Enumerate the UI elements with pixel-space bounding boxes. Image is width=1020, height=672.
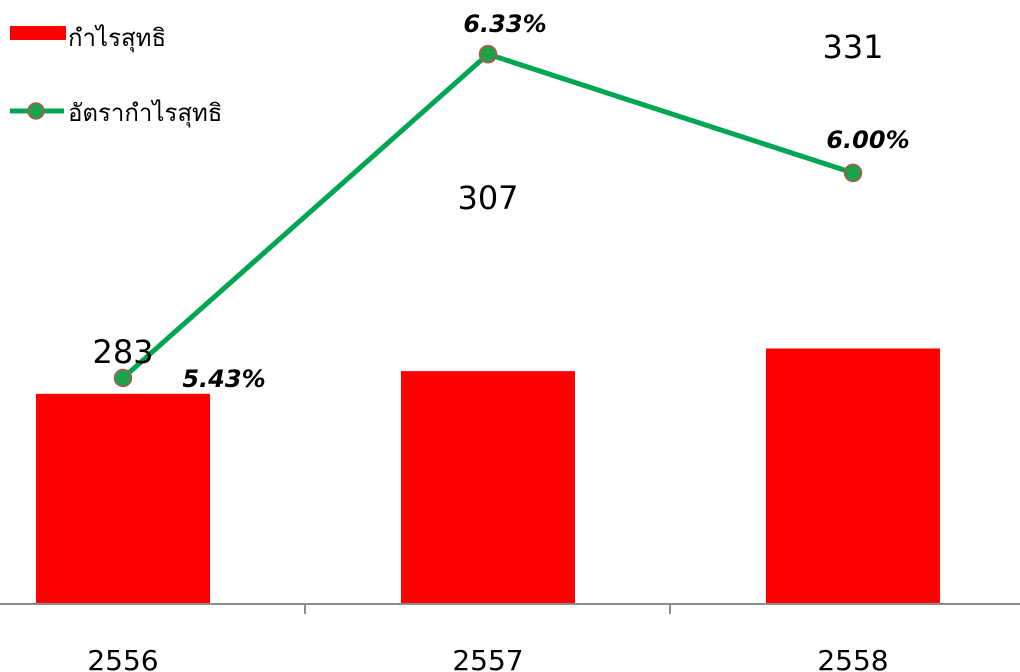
rate-point-2558 [843, 163, 863, 183]
bar-2558 [766, 348, 940, 604]
x-tick-label-2556: 2556 [87, 644, 158, 672]
legend-label-bar: กำไรสุทธิ [68, 24, 166, 53]
legend: กำไรสุทธิ อัตรากำไรสุทธิ [10, 24, 222, 128]
legend-swatch-marker [27, 102, 45, 120]
legend-swatch-bar [10, 26, 66, 40]
rate-value-label-2557: 6.33% [463, 10, 546, 38]
rate-point-2556 [113, 368, 133, 388]
rate-value-label-2558: 6.00% [826, 126, 909, 154]
legend-label-line: อัตรากำไรสุทธิ [68, 99, 222, 128]
rate-point-2557 [478, 44, 498, 64]
data-labels-group: 283 307 331 5.43% 6.33% 6.00% [92, 10, 909, 393]
x-tick-label-2558: 2558 [817, 644, 888, 672]
x-axis [0, 603, 1020, 614]
bar-2556 [36, 393, 210, 604]
x-tick-label-2557: 2557 [452, 644, 523, 672]
x-tick-labels: 2556 2557 2558 [87, 644, 888, 672]
rate-line-group [113, 44, 863, 388]
bar-2557 [401, 371, 575, 604]
bar-value-label-2556: 283 [92, 333, 153, 371]
bar-value-label-2558: 331 [822, 28, 883, 66]
rate-value-label-2556: 5.43% [182, 365, 265, 393]
bars-group [36, 348, 940, 604]
bar-value-label-2557: 307 [457, 179, 518, 217]
